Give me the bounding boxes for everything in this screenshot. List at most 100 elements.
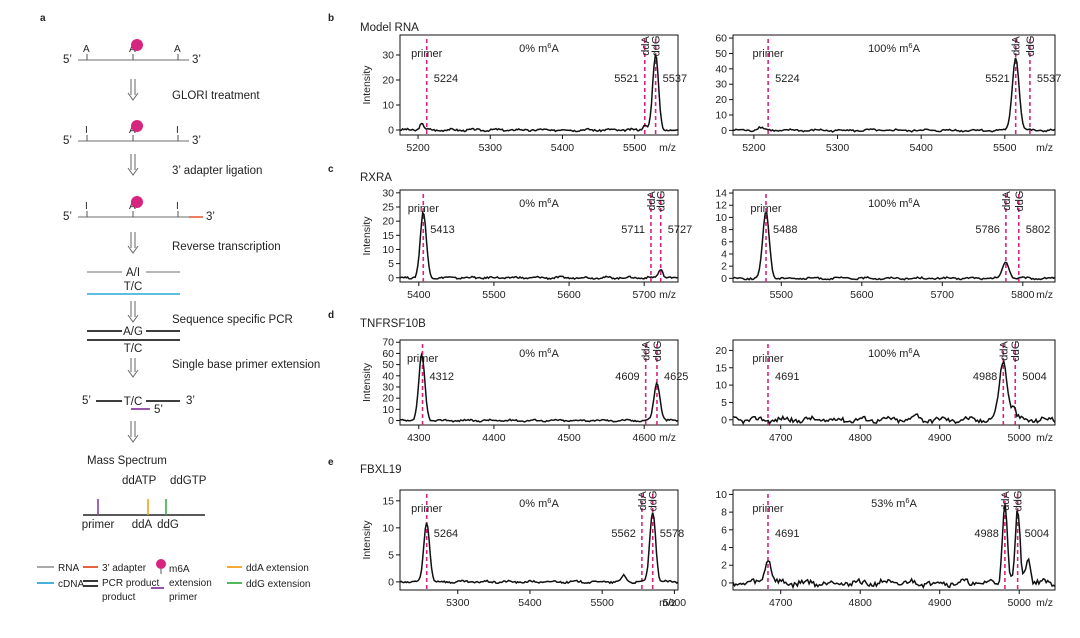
legend-dda-label: ddA extension <box>246 563 309 574</box>
y-tick-label: 40 <box>382 370 394 382</box>
base-a: A <box>83 44 90 55</box>
pcr-duplex: A/G T/C <box>87 326 180 355</box>
panel-label-c: c <box>328 164 334 175</box>
spectrum-trace <box>732 359 1056 425</box>
plot-frame <box>732 339 1056 426</box>
y-tick-label: 4 <box>721 248 727 260</box>
ddgtp-label: ddGTP <box>170 475 207 487</box>
spectrum-trace <box>399 210 679 281</box>
y-tick-label: 10 <box>715 110 727 122</box>
step-label: Mass Spectrum <box>87 455 167 467</box>
y-tick-label: 0 <box>721 125 727 137</box>
mass-label: 5537 <box>1037 73 1061 85</box>
plot-frame <box>732 34 1056 136</box>
x-tick-label: 5300 <box>479 142 503 154</box>
y-tick-label: 0 <box>388 272 394 284</box>
mass-label: 5224 <box>434 73 458 85</box>
spectrum-title: 0% m6A <box>519 346 559 360</box>
plot-frame <box>399 189 679 283</box>
three-prime-label: 3’ <box>186 395 195 407</box>
base-i: I <box>176 125 179 136</box>
y-tick-label: 30 <box>382 381 394 393</box>
primer-label: primer <box>752 353 784 365</box>
template-base-label: T/C <box>124 396 143 408</box>
plot-frame <box>399 34 679 136</box>
y-tick-label: 50 <box>715 48 727 60</box>
spectrum-b0: 0 10 20 30 5200 5300 5400 5500 m/z Intensity 0% m6… <box>361 34 687 154</box>
ddG-label: ddG <box>1013 491 1025 512</box>
mass-label: 5004 <box>1022 371 1046 383</box>
gene-name: Model RNA <box>360 22 419 34</box>
five-prime-label: 5’ <box>63 135 72 147</box>
m6a-icon <box>131 39 143 51</box>
y-tick-label: 6 <box>721 236 727 248</box>
ddatp-label: ddATP <box>122 475 157 487</box>
y-tick-label: 40 <box>715 63 727 75</box>
ddA-label: ddA <box>1001 191 1013 211</box>
rna-strand-1: 5’ 3’ A A A <box>63 39 201 66</box>
ddg-label: ddG <box>157 519 179 531</box>
mini-spectrum: ddATP ddGTP primer ddA ddG <box>82 475 207 531</box>
mass-label: 4988 <box>973 371 997 383</box>
plot-frame <box>732 489 1056 591</box>
y-tick-label: 0 <box>388 415 394 427</box>
mass-label: 5578 <box>660 528 684 540</box>
y-tick-label: 30 <box>382 50 394 62</box>
x-axis-label: m/z <box>659 597 676 609</box>
x-tick-label: 4500 <box>557 432 581 444</box>
y-tick-label: 50 <box>382 359 394 371</box>
spectrum-c0: 0 5 10 15 20 25 30 5400 5500 5600 5700 m/z Intensity… <box>361 187 692 301</box>
extension-template: 5’ T/C 3’ 5’ <box>82 395 195 416</box>
x-tick-label: 5400 <box>551 142 575 154</box>
spectrum-title: 100% m6A <box>868 41 921 55</box>
spectrum-trace <box>733 57 1056 133</box>
ddA-label: ddA <box>640 36 652 56</box>
rna-strand-2: 5’ 3’ I A I <box>63 120 201 147</box>
ddG-label: ddG <box>1010 341 1022 362</box>
panel-label-a: a <box>40 13 46 24</box>
spectrum-trace <box>732 504 1056 590</box>
rt-duplex: A/I T/C <box>87 267 180 295</box>
spectrum-trace <box>732 211 1056 281</box>
legend-pcr-label: product <box>102 592 136 603</box>
y-tick-label: 15 <box>715 362 727 374</box>
x-tick-label: 5200 <box>742 142 766 154</box>
base-i: I <box>85 201 88 212</box>
x-tick-label: 4800 <box>849 432 873 444</box>
ddA-label: ddA <box>1011 36 1023 56</box>
x-tick-label: 5400 <box>407 289 431 301</box>
spectrum-title: 0% m6A <box>519 496 559 510</box>
spectrum-title: 53% m6A <box>871 496 917 510</box>
y-tick-label: 5 <box>388 549 394 561</box>
mass-label: 5537 <box>663 73 687 85</box>
y-tick-label: 20 <box>715 94 727 106</box>
down-arrow-icon <box>127 421 139 443</box>
x-tick-label: 4600 <box>633 432 657 444</box>
duplex-bottom-label: T/C <box>124 281 143 293</box>
base-a: A <box>129 125 136 136</box>
x-tick-label: 4300 <box>407 432 431 444</box>
legend-m6a-label: m6A <box>169 564 190 575</box>
x-tick-label: 5300 <box>826 142 850 154</box>
legend-primer-label: primer <box>169 592 198 603</box>
m6a-icon <box>131 196 143 208</box>
y-tick-label: 0 <box>721 273 727 285</box>
y-tick-label: 6 <box>721 524 727 536</box>
mass-label: 5004 <box>1025 528 1049 540</box>
gene-name: FBXL19 <box>360 464 402 476</box>
y-tick-label: 8 <box>721 507 727 519</box>
y-tick-label: 10 <box>382 244 394 256</box>
base-a: A <box>129 44 136 55</box>
dda-label: ddA <box>132 519 153 531</box>
legend-pcr-label: PCR product <box>102 578 159 589</box>
five-prime-label: 5’ <box>82 395 91 407</box>
ddG-label: ddG <box>648 491 660 512</box>
mass-label: 5786 <box>975 224 999 236</box>
y-tick-label: 0 <box>388 125 394 137</box>
spectra-row-b: b Model RNA 0 10 20 30 5200 5300 5400 5500 m/z Inte… <box>328 13 1061 154</box>
y-tick-label: 5 <box>721 397 727 409</box>
step-label: GLORI treatment <box>172 90 260 102</box>
primer-label: primer <box>411 503 443 515</box>
